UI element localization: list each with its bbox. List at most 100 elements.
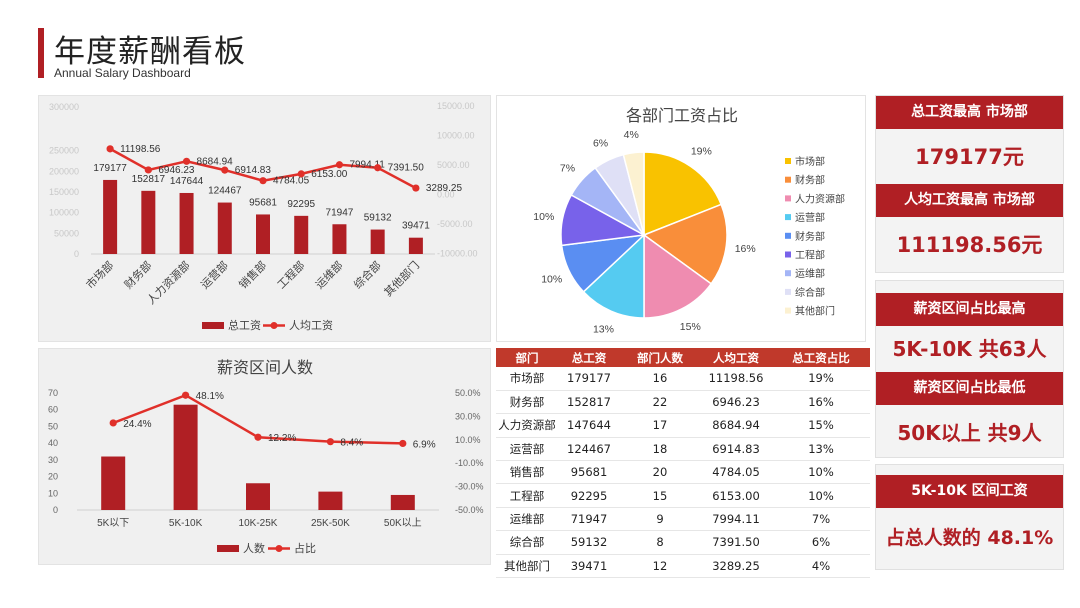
x-axis-tick-label: 运营部 [198,258,231,291]
table-cell: 6153.00 [700,483,772,508]
table-row: 财务部 152817 22 6946.23 16% [496,390,870,415]
table-cell: 其他部门 [496,554,558,579]
line-value-label: 8.4% [340,438,363,449]
legend-label: 财务部 [795,230,825,243]
dept-salary-chart-panel: 300000 250000 200000 150000 100000 50000 0 1500… [38,95,491,342]
line-value-label: 4784.05 [273,176,310,187]
bar [179,192,194,254]
bar [103,179,118,254]
salary-range-chart: 薪资区间人数 70 60 50 40 30 20 10 0 50.0% 30.0% 10.0% -10.… [48,358,484,555]
y-axis-tick-label: 150000 [49,187,79,197]
y2-axis-tick-label: -30.0% [455,482,484,492]
legend-swatch [785,232,791,239]
table-row: 运维部 71947 9 7994.11 7% [496,507,870,532]
y-axis-tick-label: 200000 [49,166,79,176]
x-axis-tick-label: 其他部门 [381,258,422,299]
legend-label: 总工资 [228,318,261,332]
bar-value-label: 39471 [402,221,430,232]
legend-swatch [785,214,791,221]
y2-axis-tick-label: 10000.00 [437,131,475,141]
table-cell: 15% [772,413,870,438]
pie-slice [643,233,713,319]
kpi-value: 5K-10K 共63人 [892,337,1047,361]
x-axis-tick-label: 50K以上 [384,517,422,529]
y2-axis-tick-label: -10000.00 [437,249,478,259]
x-axis-tick-label: 工程部 [274,258,307,291]
kpi-value: 占总人数的 48.1% [885,527,1054,549]
x-axis-tick-label: 市场部 [83,258,116,291]
legend-label: 综合部 [795,286,825,299]
table-cell: 147644 [558,413,620,438]
legend-swatch [217,545,239,552]
table-cell: 7391.50 [700,530,772,555]
line-value-label: 8684.94 [197,156,234,167]
line-point [259,177,267,185]
table-cell: 财务部 [496,390,558,415]
line-value-label: 3289.25 [426,183,463,194]
legend-label: 运营部 [795,211,825,224]
table-row: 工程部 92295 15 6153.00 10% [496,483,870,508]
line-value-label: 12.2% [268,433,296,444]
pie-value-label: 4% [624,129,639,141]
bar [246,483,270,510]
x-axis-tick-label: 综合部 [351,258,384,291]
y-axis-tick-label: 40 [48,438,58,448]
legend-label: 工程部 [795,249,825,262]
line-point [144,166,152,174]
table-cell: 运营部 [496,437,558,462]
table-cell: 179177 [558,367,620,391]
table-cell: 39471 [558,554,620,579]
table-header-cell: 总工资 [558,348,620,367]
table-cell: 15 [620,483,700,508]
line-value-label: 6.9% [413,439,436,450]
pie-slice [642,203,728,285]
bar [370,229,385,254]
table-header-cell: 部门 [496,348,558,367]
table-cell: 13% [772,437,870,462]
page-title: 年度薪酬看板 [54,34,246,70]
table-cell: 12 [620,554,700,579]
x-axis-tick-label: 销售部 [236,258,269,291]
x-axis-tick-label: 25K-50K [311,518,350,529]
table-cell: 18 [620,437,700,462]
chart-title: 薪资区间人数 [217,358,313,377]
legend-label: 财务部 [795,174,825,187]
pie-value-label: 6% [593,138,608,150]
table-cell: 16 [620,367,700,391]
bar-value-label: 179177 [93,163,127,174]
legend-label: 人均工资 [289,319,333,332]
pie-value-label: 16% [735,243,756,255]
kpi-value: 111198.56元 [896,233,1043,257]
bar [101,456,126,510]
y2-axis-tick-label: 0.00 [437,190,455,200]
x-axis-tick-label: 5K-10K [169,518,203,529]
pie-value-label: 10% [533,211,554,223]
line-point [335,161,344,169]
table-cell: 6% [772,530,870,555]
line-point [399,439,407,448]
table-cell: 124467 [558,437,620,462]
y-axis-tick-label: 50 [48,421,58,431]
table-row: 综合部 59132 8 7391.50 6% [496,530,870,555]
pie-value-label: 19% [691,146,712,158]
y-axis-tick-label: 30 [48,455,58,465]
line-point [109,419,117,427]
line-value-label: 24.4% [123,419,151,430]
table-cell: 71947 [558,507,620,532]
table-row: 销售部 95681 20 4784.05 10% [496,460,870,485]
table-cell: 8 [620,530,700,555]
table-cell: 销售部 [496,460,558,485]
table-header-cell: 人均工资 [700,348,772,367]
legend-swatch [785,195,791,202]
table-row: 运营部 124467 18 6914.83 13% [496,437,870,462]
bar [217,202,232,254]
table-row: 人力资源部 147644 17 8684.94 15% [496,413,870,438]
x-axis-tick-label: 财务部 [121,258,154,291]
pie-slice [622,151,645,236]
table-row: 其他部门 39471 12 3289.25 4% [496,554,870,579]
y2-axis-tick-label: 15000.00 [437,101,475,111]
table-cell: 运维部 [496,507,558,532]
y-axis-tick-label: 20 [48,472,58,482]
bar-value-label: 59132 [364,213,392,224]
line-point [297,170,305,178]
